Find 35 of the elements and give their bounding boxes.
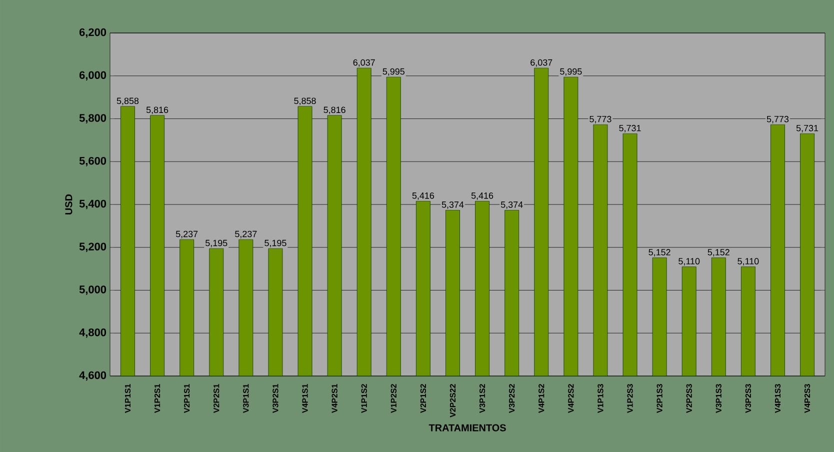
data-label: 5,731 [796,124,818,132]
y-tick-label: 5,400 [79,200,106,210]
data-label: 5,374 [442,201,464,209]
data-label: 5,773 [766,116,789,124]
y-tick-label: 6,000 [79,71,106,81]
data-label: 5,816 [146,106,168,114]
data-label: 5,374 [500,201,523,209]
data-label: 5,110 [678,258,700,266]
data-label: 5,858 [116,98,139,106]
y-tick-label: 6,200 [79,28,106,38]
data-label: 5,237 [176,230,198,238]
data-label: 5,773 [590,116,612,124]
data-label: 5,152 [648,249,670,256]
y-tick-label: 5,000 [79,286,106,295]
y-tick-label: 4,800 [79,328,106,338]
data-label: 5,995 [560,68,582,76]
data-label: 5,858 [294,98,316,106]
y-tick-label: 5,800 [79,114,106,124]
data-label: 5,816 [324,106,346,114]
y-tick-label: 5,200 [79,242,106,252]
x-axis-title: TRATAMIENTOS [428,424,506,432]
data-label: 5,237 [235,230,257,238]
data-label: 6,037 [353,59,375,67]
y-axis-title: USD [65,194,72,214]
data-label: 5,995 [382,68,404,76]
data-label: 5,416 [471,192,494,200]
data-label: 5,152 [708,249,730,256]
y-tick-label: 5,600 [79,156,106,166]
data-label: 5,195 [206,240,228,248]
y-tick-label: 4,600 [79,371,106,381]
data-label: 5,110 [738,258,759,266]
data-label: 5,731 [619,124,641,132]
data-label: 5,416 [412,192,434,200]
data-label: 5,195 [264,240,286,248]
data-label: 6,037 [530,59,552,67]
